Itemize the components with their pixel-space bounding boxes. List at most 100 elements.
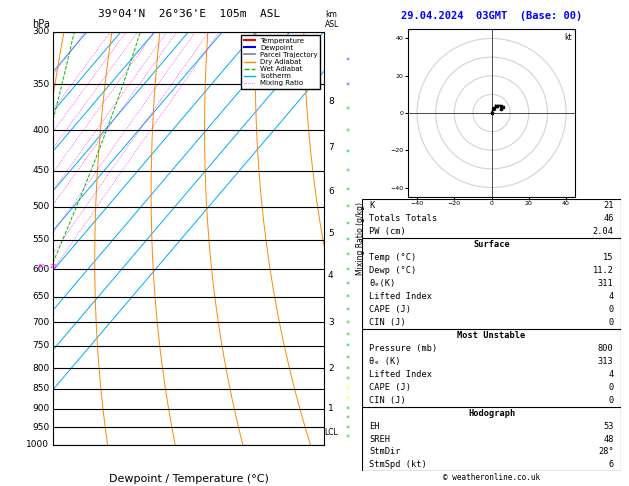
Text: Hodograph: Hodograph [468,409,515,417]
Text: 4: 4 [328,271,333,279]
Text: 450: 450 [32,166,50,175]
Text: θₑ (K): θₑ (K) [369,357,401,366]
Text: 7: 7 [328,142,334,152]
Text: «: « [346,168,350,174]
Text: 750: 750 [32,342,50,350]
Text: 20: 20 [38,264,46,269]
Text: 850: 850 [32,384,50,394]
Text: 350: 350 [32,80,50,89]
Text: 311: 311 [598,279,614,288]
Text: θₑ(K): θₑ(K) [369,279,396,288]
Text: 1: 1 [328,404,334,413]
Text: «: « [346,82,350,87]
Text: 4: 4 [608,292,614,301]
Text: SREH: SREH [369,434,391,444]
Text: «: « [346,376,350,382]
Text: 2: 2 [328,364,333,373]
Text: 46: 46 [603,214,614,223]
Text: 3: 3 [328,318,334,327]
Text: Dewpoint / Temperature (°C): Dewpoint / Temperature (°C) [109,473,269,484]
Text: «: « [346,127,350,133]
Text: «: « [346,386,350,392]
Text: 5: 5 [328,229,334,238]
Text: Surface: Surface [473,240,510,249]
Text: «: « [346,252,350,258]
Text: km
ASL: km ASL [325,10,340,29]
Text: 8: 8 [328,97,334,106]
Text: «: « [346,405,350,412]
Text: 650: 650 [32,293,50,301]
Text: «: « [346,237,350,243]
Text: 11.2: 11.2 [593,266,614,275]
Text: «: « [346,186,350,192]
Text: 313: 313 [598,357,614,366]
Text: 15: 15 [603,253,614,262]
Text: «: « [346,424,350,430]
Text: CAPE (J): CAPE (J) [369,305,411,314]
Text: «: « [346,319,350,325]
Text: 950: 950 [32,423,50,432]
Text: 500: 500 [32,202,50,211]
Text: 900: 900 [32,404,50,413]
Text: «: « [346,331,350,337]
Text: 700: 700 [32,318,50,327]
Text: CAPE (J): CAPE (J) [369,382,411,392]
Text: Dewp (°C): Dewp (°C) [369,266,417,275]
Text: 550: 550 [32,235,50,244]
Text: 28°: 28° [598,448,614,456]
Text: 400: 400 [32,126,50,135]
Text: «: « [346,294,350,300]
Text: 800: 800 [598,344,614,353]
Text: 0: 0 [608,305,614,314]
Text: «: « [346,221,350,226]
Text: CIN (J): CIN (J) [369,396,406,405]
Text: «: « [346,148,350,154]
Text: «: « [346,365,350,371]
Text: Pressure (mb): Pressure (mb) [369,344,438,353]
Text: 0: 0 [608,396,614,405]
Text: «: « [346,396,350,402]
Text: Lifted Index: Lifted Index [369,370,433,379]
Text: 48: 48 [603,434,614,444]
Text: StmDir: StmDir [369,448,401,456]
Text: «: « [346,307,350,313]
Text: 6: 6 [608,460,614,469]
Text: «: « [346,433,350,439]
Text: 2.04: 2.04 [593,227,614,236]
Text: «: « [346,343,350,349]
Text: 21: 21 [603,201,614,210]
Text: 800: 800 [32,364,50,373]
Text: 6: 6 [328,187,334,196]
Text: «: « [346,204,350,210]
Legend: Temperature, Dewpoint, Parcel Trajectory, Dry Adiabat, Wet Adiabat, Isotherm, Mi: Temperature, Dewpoint, Parcel Trajectory… [242,35,320,89]
Text: 0: 0 [608,382,614,392]
Text: «: « [346,354,350,360]
Text: 29.04.2024  03GMT  (Base: 00): 29.04.2024 03GMT (Base: 00) [401,11,582,21]
Text: 300: 300 [32,27,50,36]
Text: PW (cm): PW (cm) [369,227,406,236]
Text: Totals Totals: Totals Totals [369,214,438,223]
Text: «: « [346,56,350,62]
Text: «: « [346,105,350,111]
Text: kt: kt [564,33,572,42]
Text: 53: 53 [603,421,614,431]
Text: Most Unstable: Most Unstable [457,331,526,340]
Text: 4: 4 [608,370,614,379]
Text: CIN (J): CIN (J) [369,318,406,327]
Text: Lifted Index: Lifted Index [369,292,433,301]
Text: 0: 0 [608,318,614,327]
Text: K: K [369,201,375,210]
Text: LCL: LCL [325,428,338,437]
Text: Temp (°C): Temp (°C) [369,253,417,262]
Text: StmSpd (kt): StmSpd (kt) [369,460,427,469]
Text: Mixing Ratio (g/kg): Mixing Ratio (g/kg) [356,202,365,275]
Text: EH: EH [369,421,380,431]
Text: © weatheronline.co.uk: © weatheronline.co.uk [443,473,540,482]
Text: 1000: 1000 [26,440,50,449]
Text: hPa: hPa [33,19,50,29]
Text: «: « [346,266,350,273]
Text: 600: 600 [32,265,50,274]
Text: 25: 25 [50,264,57,269]
Text: 39°04'N  26°36'E  105m  ASL: 39°04'N 26°36'E 105m ASL [97,9,280,19]
Text: «: « [346,280,350,286]
